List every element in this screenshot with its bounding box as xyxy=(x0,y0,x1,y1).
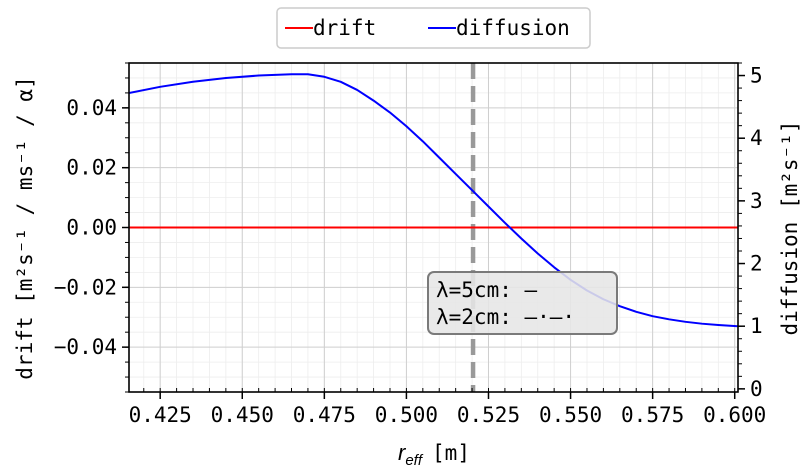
x-axis-label: reff [m] xyxy=(398,440,470,469)
y-right-tick-label: 2 xyxy=(750,252,763,276)
annotation-box: λ=5cm: — λ=2cm: —·—· xyxy=(427,271,618,335)
legend-label-diffusion: diffusion xyxy=(456,16,570,40)
x-tick-label: 0.525 xyxy=(457,403,520,427)
y-left-tick-label: 0.02 xyxy=(66,156,117,180)
y-right-axis-label: diffusion [m²s⁻¹] xyxy=(778,121,802,336)
series-layer xyxy=(129,73,738,328)
x-tick-label: 0.575 xyxy=(621,403,684,427)
x-tick-label: 0.475 xyxy=(293,403,356,427)
y-right-tick-label: 3 xyxy=(750,189,763,213)
ticks xyxy=(122,62,745,399)
y-right-tick-label: 5 xyxy=(750,64,763,88)
y-left-tick-label: −0.04 xyxy=(54,335,117,359)
y-right-tick-label: 0 xyxy=(750,377,763,401)
y-left-tick-label: 0.00 xyxy=(66,216,117,240)
x-tick-label: 0.450 xyxy=(211,403,274,427)
x-tick-label: 0.500 xyxy=(375,403,438,427)
y-right-tick-label: 1 xyxy=(750,314,763,338)
y-left-axis-label: drift [m²s⁻¹ / ms⁻¹ / α] xyxy=(13,76,37,379)
legend: drift diffusion xyxy=(276,7,591,49)
tick-labels: 0.425 0.450 0.475 0.500 0.525 0.550 0.575 0.600… xyxy=(54,64,767,427)
y-left-tick-label: 0.04 xyxy=(66,96,117,120)
legend-label-drift: drift xyxy=(313,16,376,40)
y-left-tick-label: −0.02 xyxy=(54,275,117,299)
x-tick-label: 0.600 xyxy=(703,403,766,427)
y-right-tick-label: 4 xyxy=(750,126,763,150)
annotation-line-1: λ=5cm: — xyxy=(436,278,538,302)
annotation-line-2: λ=2cm: —·—· xyxy=(436,305,575,329)
x-tick-label: 0.550 xyxy=(539,403,602,427)
series-line-diffusion xyxy=(129,73,738,328)
x-tick-label: 0.425 xyxy=(129,403,192,427)
